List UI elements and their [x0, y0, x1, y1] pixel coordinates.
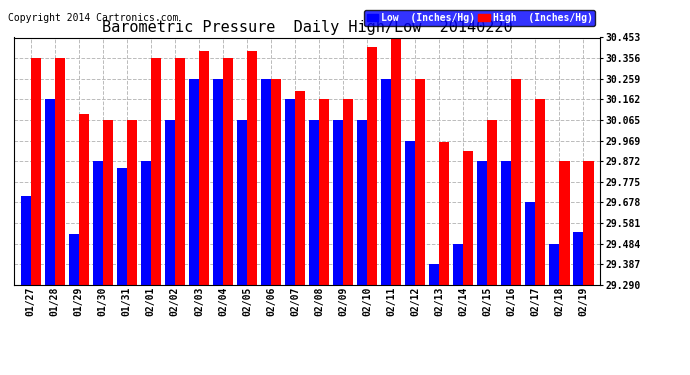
Bar: [573, 232, 584, 285]
Bar: [405, 141, 415, 285]
Bar: [237, 120, 247, 285]
Bar: [367, 46, 377, 285]
Bar: [141, 161, 151, 285]
Bar: [271, 79, 281, 285]
Bar: [30, 58, 41, 285]
Bar: [584, 161, 593, 285]
Bar: [79, 114, 89, 285]
Legend: Low  (Inches/Hg), High  (Inches/Hg): Low (Inches/Hg), High (Inches/Hg): [364, 10, 595, 26]
Bar: [247, 51, 257, 285]
Bar: [103, 120, 113, 285]
Bar: [477, 161, 487, 285]
Bar: [175, 58, 185, 285]
Bar: [92, 161, 103, 285]
Bar: [343, 99, 353, 285]
Bar: [165, 120, 175, 285]
Bar: [525, 202, 535, 285]
Bar: [487, 120, 497, 285]
Bar: [223, 58, 233, 285]
Bar: [549, 244, 560, 285]
Bar: [453, 244, 463, 285]
Bar: [535, 99, 546, 285]
Bar: [391, 38, 402, 285]
Bar: [440, 142, 449, 285]
Bar: [333, 120, 343, 285]
Text: Copyright 2014 Cartronics.com: Copyright 2014 Cartronics.com: [8, 13, 178, 22]
Bar: [560, 161, 569, 285]
Bar: [21, 196, 30, 285]
Bar: [511, 79, 522, 285]
Bar: [213, 79, 223, 285]
Bar: [463, 151, 473, 285]
Bar: [381, 79, 391, 285]
Bar: [319, 99, 329, 285]
Title: Barometric Pressure  Daily High/Low  20140220: Barometric Pressure Daily High/Low 20140…: [101, 20, 513, 35]
Bar: [285, 99, 295, 285]
Bar: [151, 58, 161, 285]
Bar: [199, 51, 209, 285]
Bar: [127, 120, 137, 285]
Bar: [501, 161, 511, 285]
Bar: [189, 79, 199, 285]
Bar: [55, 58, 65, 285]
Bar: [45, 99, 55, 285]
Bar: [261, 79, 271, 285]
Bar: [357, 120, 367, 285]
Bar: [415, 79, 425, 285]
Bar: [309, 120, 319, 285]
Bar: [295, 92, 305, 285]
Bar: [429, 264, 440, 285]
Bar: [117, 168, 127, 285]
Bar: [68, 234, 79, 285]
